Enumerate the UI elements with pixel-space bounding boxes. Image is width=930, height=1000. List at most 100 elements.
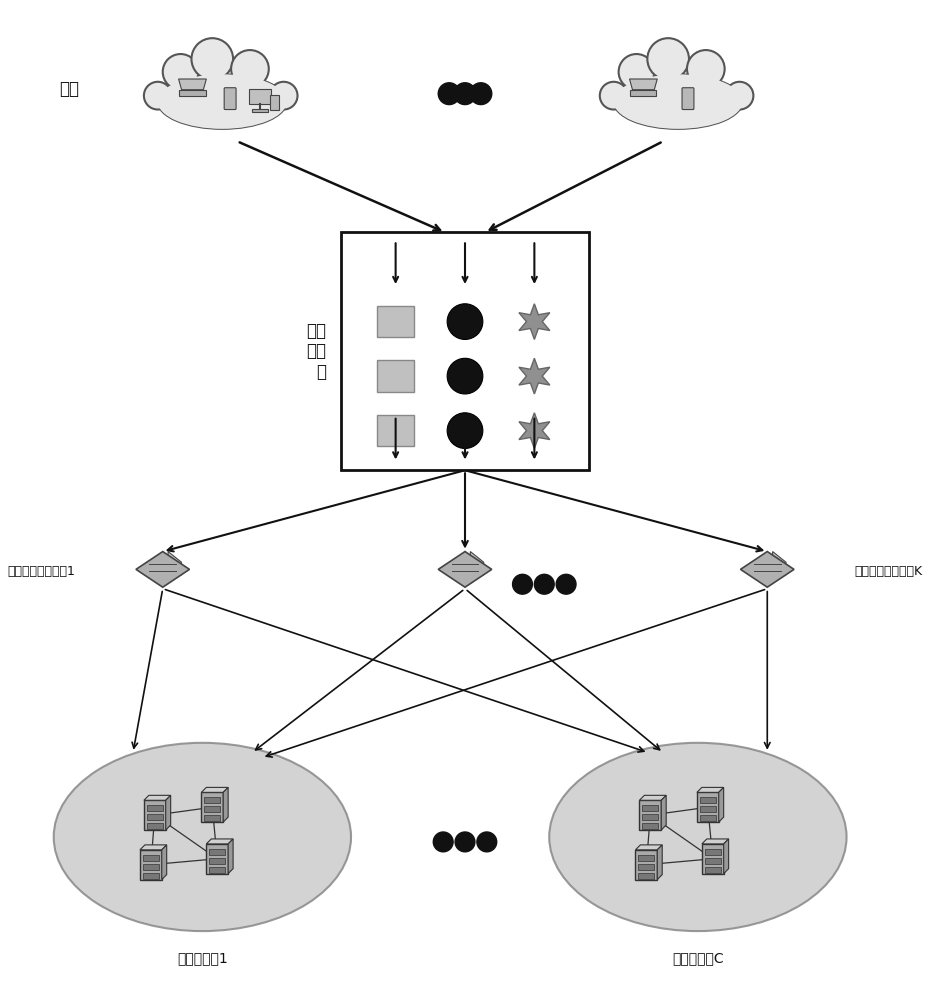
Circle shape	[433, 832, 453, 852]
Ellipse shape	[158, 74, 286, 129]
Polygon shape	[719, 787, 724, 822]
Bar	[700, 815, 716, 821]
Polygon shape	[702, 839, 728, 844]
Polygon shape	[740, 552, 794, 587]
Bar	[341, 232, 589, 470]
Bar	[143, 864, 159, 870]
Bar	[206, 844, 228, 874]
Bar	[251, 109, 268, 112]
Bar	[705, 849, 721, 855]
Polygon shape	[202, 787, 228, 792]
Polygon shape	[136, 552, 190, 587]
Text: 互联网服务提供商K: 互联网服务提供商K	[855, 565, 923, 578]
Bar	[205, 815, 220, 821]
FancyBboxPatch shape	[682, 88, 694, 110]
Bar	[143, 873, 159, 879]
Ellipse shape	[144, 82, 172, 110]
Bar	[697, 792, 719, 822]
Bar	[643, 814, 658, 820]
Bar	[377, 415, 415, 446]
Bar	[270, 95, 279, 110]
Bar	[640, 800, 661, 830]
Text: 应用
请求
流: 应用 请求 流	[306, 322, 326, 381]
Ellipse shape	[447, 304, 483, 339]
Text: 云数据中心C: 云数据中心C	[672, 951, 724, 965]
Polygon shape	[438, 552, 492, 587]
Bar	[205, 806, 220, 812]
Ellipse shape	[600, 82, 628, 110]
Ellipse shape	[54, 743, 351, 931]
Ellipse shape	[158, 74, 286, 129]
Polygon shape	[140, 845, 166, 850]
Polygon shape	[635, 845, 662, 850]
Ellipse shape	[163, 54, 198, 90]
Bar	[205, 797, 220, 803]
Polygon shape	[630, 79, 658, 90]
Polygon shape	[661, 795, 666, 830]
Bar	[202, 792, 223, 822]
Circle shape	[535, 574, 554, 594]
Polygon shape	[471, 552, 484, 580]
Bar	[209, 849, 225, 855]
Bar	[638, 873, 655, 879]
Ellipse shape	[447, 358, 483, 394]
Polygon shape	[144, 795, 171, 800]
Bar	[209, 858, 225, 864]
Ellipse shape	[725, 82, 753, 110]
Ellipse shape	[687, 50, 724, 88]
Ellipse shape	[270, 82, 298, 110]
Polygon shape	[223, 787, 228, 822]
Bar	[248, 89, 271, 104]
Polygon shape	[658, 845, 662, 880]
Polygon shape	[724, 839, 728, 874]
Bar	[643, 805, 658, 811]
Circle shape	[556, 574, 576, 594]
Bar	[144, 800, 166, 830]
Polygon shape	[519, 304, 550, 339]
Ellipse shape	[447, 413, 483, 448]
Bar	[377, 360, 415, 392]
Ellipse shape	[647, 38, 689, 80]
Polygon shape	[166, 795, 171, 830]
Bar	[702, 844, 724, 874]
Polygon shape	[228, 839, 233, 874]
FancyBboxPatch shape	[224, 88, 236, 110]
Circle shape	[470, 83, 492, 105]
Ellipse shape	[614, 74, 742, 129]
Polygon shape	[206, 839, 233, 844]
Bar	[147, 814, 163, 820]
Ellipse shape	[232, 50, 269, 88]
Polygon shape	[179, 79, 206, 90]
Polygon shape	[773, 552, 786, 580]
Bar	[638, 855, 655, 861]
Ellipse shape	[618, 54, 655, 90]
Bar	[638, 864, 655, 870]
Polygon shape	[640, 795, 666, 800]
Polygon shape	[162, 845, 166, 880]
Bar	[179, 90, 206, 96]
Bar	[147, 823, 163, 829]
Polygon shape	[519, 358, 550, 394]
Ellipse shape	[550, 743, 846, 931]
Polygon shape	[519, 413, 550, 448]
Ellipse shape	[614, 74, 742, 129]
Polygon shape	[168, 552, 181, 580]
Bar	[147, 805, 163, 811]
Bar	[140, 850, 162, 880]
Bar	[143, 855, 159, 861]
Bar	[643, 823, 658, 829]
Text: 互联网服务提供商1: 互联网服务提供商1	[7, 565, 75, 578]
Bar	[377, 306, 415, 337]
Circle shape	[455, 832, 475, 852]
Text: 用户: 用户	[59, 80, 79, 98]
Polygon shape	[697, 787, 724, 792]
Ellipse shape	[192, 38, 233, 80]
Text: 云数据中心1: 云数据中心1	[177, 951, 228, 965]
Bar	[700, 806, 716, 812]
Circle shape	[512, 574, 532, 594]
Bar	[700, 797, 716, 803]
Bar	[705, 858, 721, 864]
Bar	[631, 90, 657, 96]
Bar	[635, 850, 658, 880]
Circle shape	[454, 83, 476, 105]
